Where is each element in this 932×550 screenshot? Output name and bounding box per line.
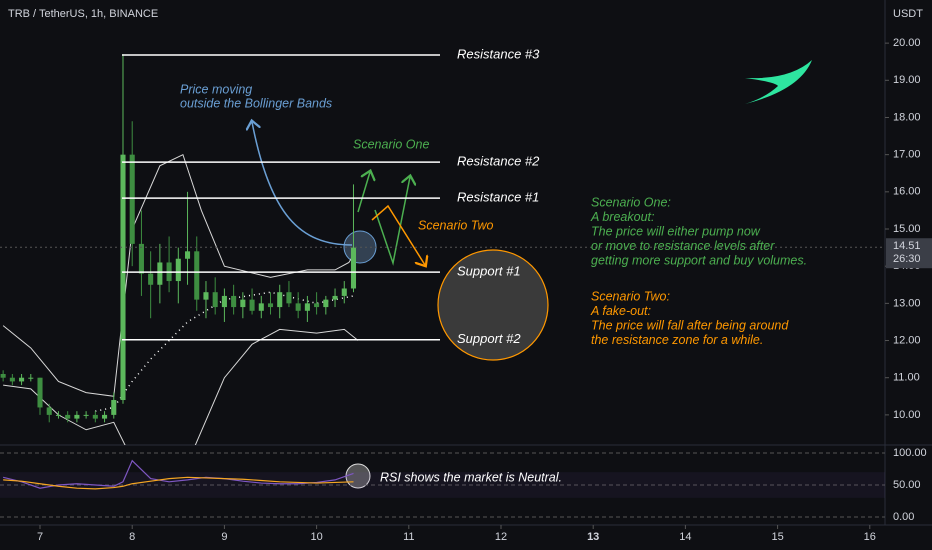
candle-body xyxy=(332,295,338,300)
x-tick-label: 7 xyxy=(37,531,43,543)
y-tick-label: 16.00 xyxy=(893,186,921,198)
price-pane xyxy=(0,54,359,445)
x-tick-label: 12 xyxy=(495,531,507,543)
x-tick-label: 11 xyxy=(403,531,414,543)
y-tick-label: 0.00 xyxy=(893,511,914,523)
y-tick-label: 13.00 xyxy=(893,297,921,309)
y-unit: USDT xyxy=(893,8,923,20)
candle-body xyxy=(0,373,6,378)
x-tick-label: 15 xyxy=(771,531,783,543)
y-tick-label: 10.00 xyxy=(893,409,921,421)
candle-body xyxy=(286,292,292,304)
candle-body xyxy=(295,303,301,311)
level-label: Support #2 xyxy=(457,331,521,346)
y-tick-label: 12.00 xyxy=(893,334,921,346)
candle-body xyxy=(175,258,181,282)
level-label: Resistance #2 xyxy=(457,154,540,169)
annotation: Scenario One xyxy=(353,137,429,151)
x-tick-label: 10 xyxy=(310,531,322,543)
candle-body xyxy=(277,292,283,308)
annotation: outside the Bollinger Bands xyxy=(180,96,332,110)
candle-body xyxy=(148,273,154,285)
annotation: or move to resistance levels after xyxy=(591,239,775,253)
x-tick-label: 13 xyxy=(587,531,599,543)
support-zone xyxy=(437,249,549,361)
candle-body xyxy=(55,414,61,416)
candle-body xyxy=(194,251,200,300)
candle-body xyxy=(267,303,274,308)
arrow xyxy=(252,122,353,246)
arrow xyxy=(357,172,370,213)
chart-title: TRB / TetherUS, 1h, BINANCE xyxy=(8,8,158,20)
annotation: Scenario Two xyxy=(418,218,494,232)
annotation: RSI shows the market is Neutral. xyxy=(380,470,562,484)
last-price-box xyxy=(886,238,932,269)
annotation: getting more support and buy volumes. xyxy=(591,253,807,267)
candle-body xyxy=(184,251,191,259)
candle-body xyxy=(350,247,357,289)
y-tick-label: 50.00 xyxy=(893,479,921,491)
candle-body xyxy=(203,292,209,300)
x-tick-label: 8 xyxy=(129,531,135,543)
rsi-band xyxy=(0,472,885,498)
candle-body xyxy=(138,243,144,274)
band-line xyxy=(2,153,354,397)
level-label: Support #1 xyxy=(457,264,521,279)
annotation: Scenario One: xyxy=(591,195,671,209)
annotation: A fake-out: xyxy=(590,304,651,318)
candle-body xyxy=(74,414,80,419)
candle-body xyxy=(92,414,98,419)
candle-body xyxy=(314,303,320,308)
logo xyxy=(745,60,812,104)
level-label: Resistance #3 xyxy=(457,46,540,61)
candle-body xyxy=(258,303,264,311)
candle-body xyxy=(129,154,135,244)
annotation: A breakout: xyxy=(590,210,654,224)
y-tick-label: 11.00 xyxy=(893,372,920,384)
candle-body xyxy=(65,414,71,419)
countdown: 26:30 xyxy=(893,253,921,265)
annotation: Scenario Two: xyxy=(591,289,670,303)
x-tick-label: 14 xyxy=(679,531,691,543)
y-tick-label: 17.00 xyxy=(893,149,921,161)
candle-body xyxy=(19,377,25,382)
y-tick-label: 15.00 xyxy=(893,223,921,235)
candle-body xyxy=(28,377,34,379)
candle-body xyxy=(231,295,237,308)
x-tick-label: 16 xyxy=(864,531,876,543)
level-label: Resistance #1 xyxy=(457,190,539,205)
rsi-line xyxy=(3,476,354,490)
candle-body xyxy=(102,414,108,419)
candle-body xyxy=(304,303,310,311)
candle-body xyxy=(120,154,126,401)
annotation: The price will fall after being around xyxy=(591,318,789,332)
candle-body xyxy=(9,377,15,382)
annotation: The price will either pump now xyxy=(591,224,761,238)
candle-body xyxy=(46,407,52,415)
candle-body xyxy=(37,377,43,408)
arrow xyxy=(371,204,425,265)
candle-body xyxy=(83,414,89,416)
rsi-line xyxy=(2,459,354,489)
candle-body xyxy=(341,288,347,296)
candle-body xyxy=(221,295,227,308)
band-line xyxy=(3,328,359,445)
candle-body xyxy=(240,299,246,308)
annotation: the resistance zone for a while. xyxy=(591,333,763,347)
y-tick-label: 20.00 xyxy=(893,37,921,49)
candle-body xyxy=(111,400,117,415)
candle-body xyxy=(249,299,255,311)
candle-body xyxy=(157,262,163,285)
x-tick-label: 9 xyxy=(221,531,227,543)
y-tick-label: 19.00 xyxy=(893,74,921,86)
y-tick-label: 100.00 xyxy=(893,447,927,459)
candle-body xyxy=(212,292,218,308)
annotation: Price moving xyxy=(180,82,252,96)
y-tick-label: 18.00 xyxy=(893,111,921,123)
candle-body xyxy=(323,299,329,308)
last-price-label: 14.51 xyxy=(893,240,921,252)
arrow xyxy=(374,177,410,266)
